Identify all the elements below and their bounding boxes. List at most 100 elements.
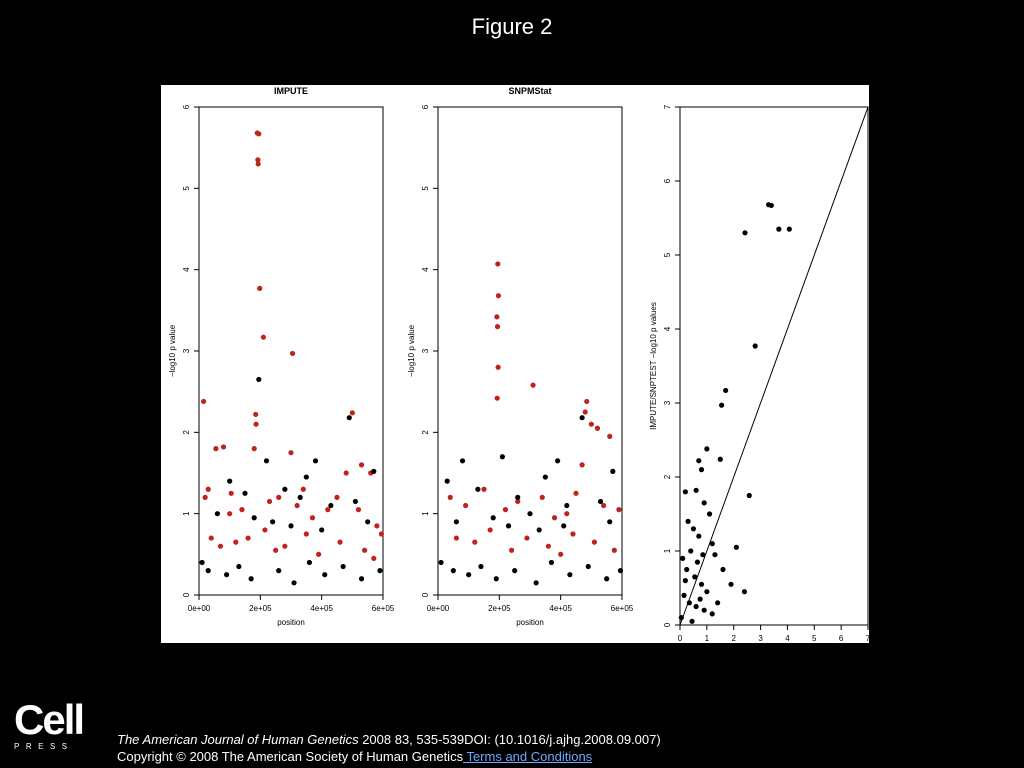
y-tick-label: 3 — [663, 400, 672, 405]
data-point — [515, 498, 521, 505]
x-tick-label: 2 — [731, 634, 736, 643]
data-point — [266, 498, 273, 505]
data-point — [273, 547, 279, 553]
data-point — [505, 523, 512, 529]
data-point — [453, 519, 459, 525]
data-point — [709, 541, 715, 547]
y-tick-label: 5 — [663, 252, 672, 257]
data-point — [597, 498, 604, 505]
data-point — [542, 474, 548, 480]
copyright-text: Copyright © 2008 The American Society of… — [117, 749, 464, 764]
data-point — [325, 507, 331, 513]
data-point — [217, 543, 224, 549]
data-point — [723, 387, 729, 394]
data-point — [495, 364, 501, 370]
logo-subtext: PRESS — [14, 742, 74, 751]
data-point — [533, 580, 539, 586]
y-axis-label: −log10 p value — [407, 324, 416, 377]
citation-line-1: The American Journal of Human Genetics 2… — [117, 731, 661, 748]
data-point — [693, 603, 699, 610]
data-point — [220, 444, 227, 450]
y-tick-label: 0 — [663, 622, 672, 627]
data-point — [704, 589, 710, 595]
data-point — [358, 462, 365, 468]
data-point — [617, 568, 624, 574]
data-point — [696, 533, 702, 539]
citation: The American Journal of Human Genetics 2… — [117, 731, 661, 765]
y-tick-label: 0 — [182, 592, 191, 597]
data-point — [255, 161, 261, 167]
data-point — [681, 592, 687, 598]
x-tick-label: 2e+05 — [249, 604, 272, 613]
data-point — [555, 458, 561, 464]
data-point — [253, 411, 259, 418]
data-point — [604, 576, 610, 582]
data-point — [297, 494, 303, 500]
data-point — [463, 502, 469, 509]
data-point — [201, 398, 207, 405]
data-point — [686, 600, 693, 606]
citation-line-2: Copyright © 2008 The American Society of… — [117, 748, 661, 765]
data-point — [438, 559, 444, 566]
data-point — [213, 446, 219, 452]
data-point — [289, 350, 296, 357]
data-point — [282, 543, 288, 549]
data-point — [478, 563, 484, 570]
data-point — [349, 410, 355, 416]
data-point — [355, 507, 362, 513]
x-tick-label: 6e+05 — [372, 604, 395, 613]
plot-title: IMPUTE — [274, 86, 308, 96]
data-point — [260, 334, 266, 340]
data-point — [343, 470, 349, 476]
data-point — [316, 551, 322, 557]
y-tick-label: 5 — [182, 186, 191, 191]
data-point — [340, 563, 346, 570]
x-tick-label: 1 — [705, 634, 710, 643]
data-point — [701, 607, 707, 613]
data-point — [453, 535, 459, 541]
data-point — [371, 555, 377, 561]
x-tick-label: 0 — [678, 634, 683, 643]
data-point — [786, 226, 792, 232]
data-point — [371, 468, 377, 474]
data-point — [227, 511, 233, 517]
data-point — [253, 421, 259, 427]
data-point — [251, 446, 257, 452]
data-point — [495, 261, 501, 267]
data-point — [512, 568, 518, 574]
citation-details: 2008 83, 535-539DOI: (10.1016/j.ajhg.200… — [358, 732, 661, 747]
data-point — [294, 502, 300, 509]
plot-3: 0123456701234567SNPMStat −log10 p values… — [649, 104, 869, 643]
data-point — [719, 402, 725, 408]
data-point — [450, 568, 456, 574]
data-point — [248, 576, 254, 582]
data-point — [693, 487, 699, 493]
data-point — [322, 572, 328, 578]
y-tick-label: 4 — [421, 267, 430, 272]
data-point — [742, 230, 748, 236]
x-tick-label: 2e+05 — [488, 604, 511, 613]
data-point — [374, 523, 380, 529]
figure-svg: IMPUTE 0e+00 2e+05 4e+05 6e+05 0 1 2 3 4 5 6 positio… — [168, 86, 869, 643]
data-point — [712, 552, 718, 558]
data-point — [494, 324, 501, 330]
data-point — [242, 490, 248, 496]
cell-press-logo: Cell PRESS — [14, 699, 86, 752]
data-point — [752, 343, 758, 349]
data-point — [300, 486, 306, 492]
y-tick-label: 6 — [663, 178, 672, 183]
terms-link[interactable]: Terms and Conditions — [463, 749, 593, 764]
data-point — [328, 502, 334, 509]
data-point — [692, 574, 698, 580]
data-point — [270, 519, 276, 525]
data-point — [564, 502, 570, 509]
data-point — [494, 314, 500, 320]
data-point — [698, 581, 705, 587]
data-point — [256, 131, 262, 137]
y-axis-label: IMPUTE/SNPTEST −log10 p values — [649, 302, 658, 430]
plot-1: IMPUTE 0e+00 2e+05 4e+05 6e+05 0 1 2 3 4 5 6 positio… — [168, 86, 395, 627]
data-point — [303, 474, 309, 480]
data-point — [499, 454, 505, 460]
y-tick-label: 6 — [421, 104, 430, 109]
x-tick-label: 4e+05 — [549, 604, 572, 613]
